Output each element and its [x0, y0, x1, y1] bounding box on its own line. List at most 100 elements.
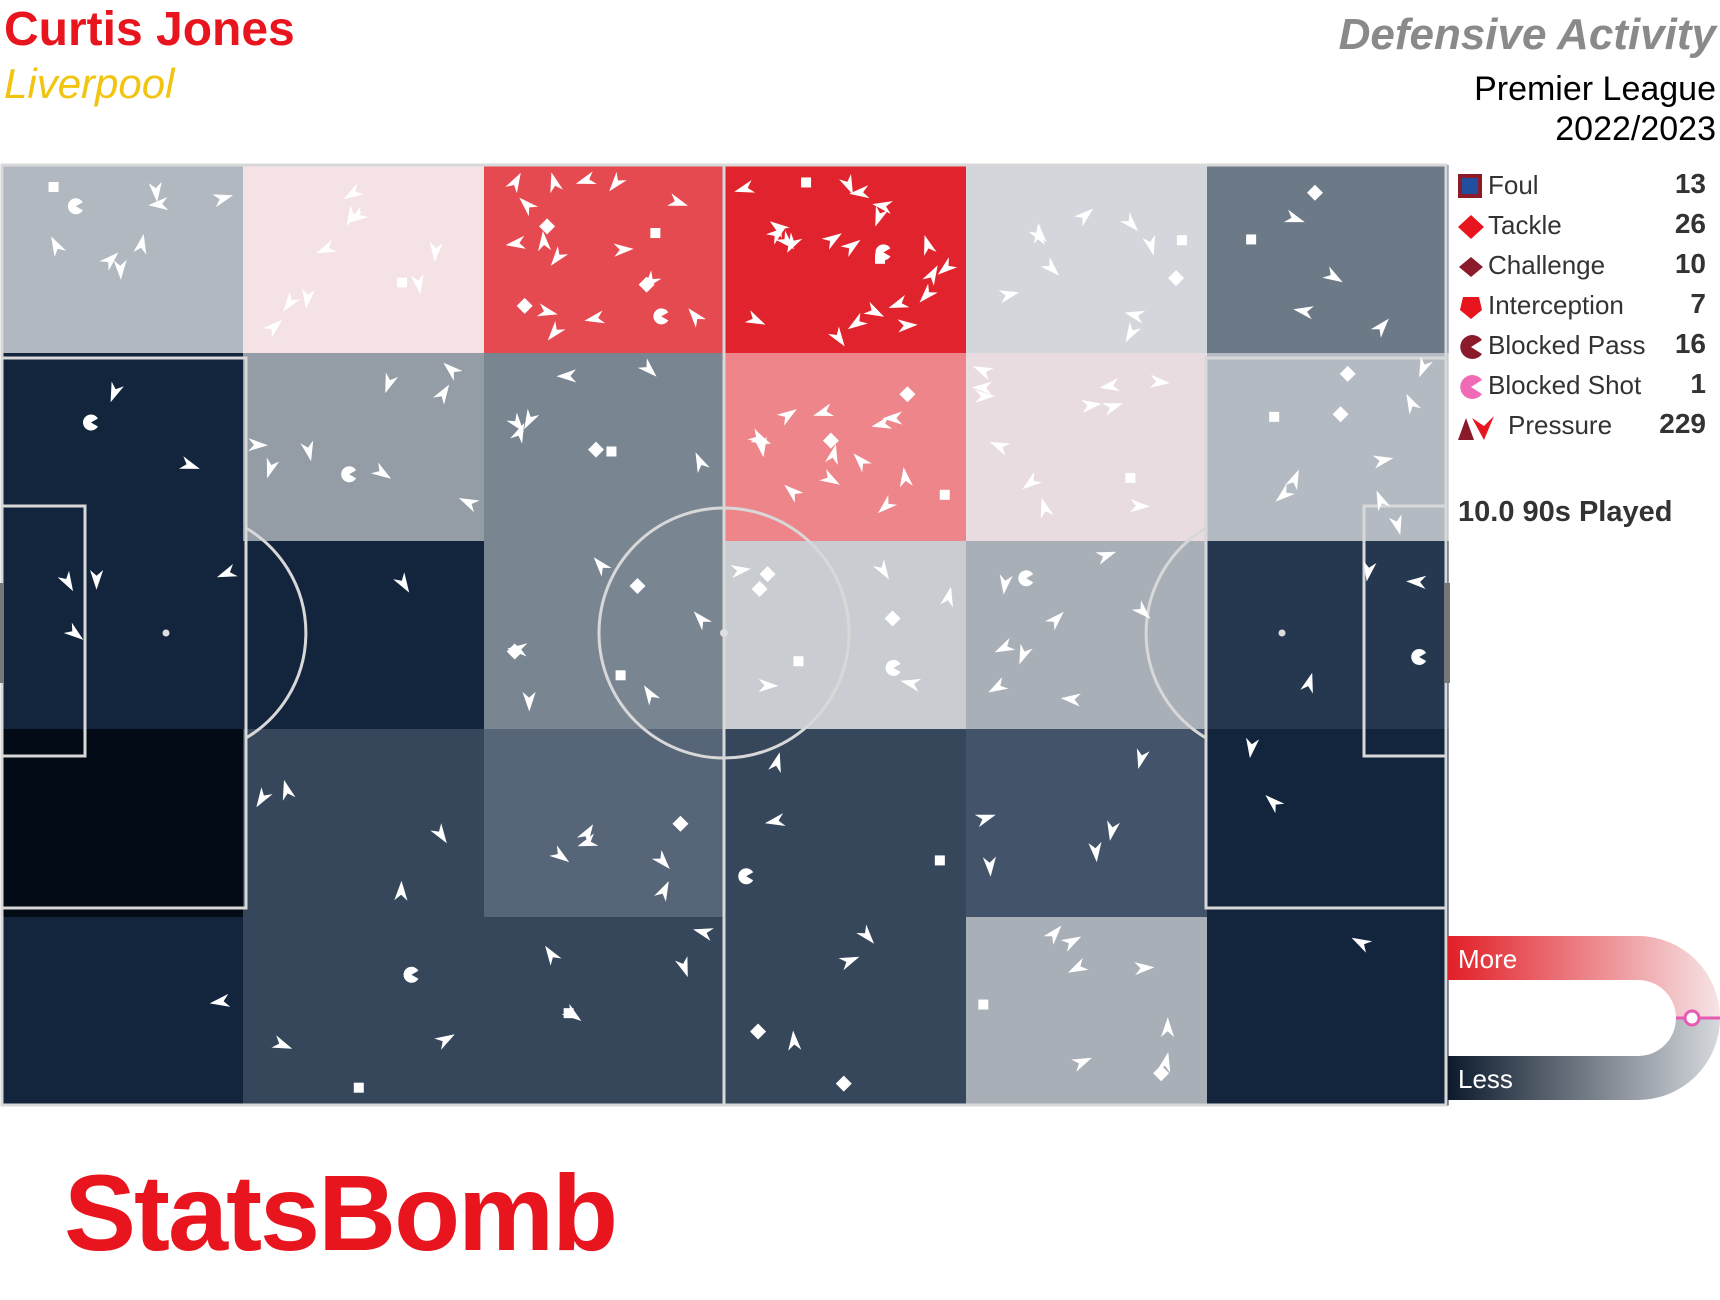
- legend-value: 13: [1674, 168, 1706, 199]
- blocked-pass-marker: [1018, 570, 1034, 587]
- pressure-marker: [1322, 266, 1343, 283]
- pressure-marker: [575, 171, 597, 184]
- pressure-marker: [51, 236, 67, 257]
- pressure-marker: [775, 230, 795, 250]
- team-name: Liverpool: [4, 60, 175, 107]
- pressure-marker: [940, 586, 953, 608]
- pressure-marker: [882, 411, 903, 425]
- pressure-marker: [506, 412, 524, 433]
- tackle-marker: [751, 580, 768, 597]
- pressure-marker: [922, 265, 938, 286]
- heatmap-cell: [966, 541, 1208, 730]
- pressure-marker: [1043, 925, 1062, 945]
- blocked-pass-pacman-icon: [1460, 335, 1482, 359]
- pressure-marker: [1406, 393, 1422, 415]
- pressure-marker: [768, 752, 781, 774]
- pressure-marker: [744, 310, 766, 325]
- pressure-marker: [999, 574, 1013, 595]
- tackle-marker: [835, 1075, 852, 1092]
- pressure-marker: [266, 457, 280, 479]
- pressure-marker: [300, 440, 314, 462]
- heatmap-cell: [966, 353, 1208, 542]
- pressure-marker: [410, 273, 424, 295]
- pressure-marker: [974, 814, 996, 828]
- foul-marker: [978, 999, 989, 1010]
- pitch-heatmap: [0, 163, 1450, 1107]
- pressure-marker: [1095, 551, 1117, 565]
- heatmap-cell: [2, 729, 244, 918]
- nineties-played: 10.0 90s Played: [1458, 496, 1673, 528]
- pressure-marker: [654, 881, 669, 902]
- legend-row-foul: Foul 13: [1456, 166, 1712, 206]
- legend-label: Blocked Shot: [1488, 370, 1642, 400]
- pressure-marker: [849, 185, 870, 199]
- pressure-marker: [549, 845, 570, 863]
- chart-title: Defensive Activity: [1338, 10, 1716, 59]
- pressure-marker: [434, 1034, 455, 1050]
- pressure-marker: [758, 678, 779, 693]
- pressure-marker: [766, 227, 786, 245]
- legend-row-challenge: Challenge 10: [1456, 246, 1712, 286]
- heatmap-cells: [2, 165, 1449, 1106]
- pressure-marker: [1136, 748, 1150, 769]
- pressure-marker: [394, 880, 408, 901]
- pressure-marker: [282, 779, 296, 801]
- pressure-marker: [787, 232, 803, 253]
- pressure-marker: [667, 193, 688, 206]
- tackle-diamond-icon: [1458, 215, 1484, 239]
- legend-value: 229: [1659, 408, 1706, 439]
- pressure-marker: [1283, 209, 1305, 223]
- pressure-marker: [1124, 310, 1146, 324]
- tackle-marker: [629, 578, 646, 595]
- blocked-shot-pacman-icon: [1460, 375, 1482, 399]
- tackle-marker: [587, 441, 604, 458]
- pressure-marker: [271, 1035, 293, 1049]
- legend-row-interception: Interception 7: [1456, 286, 1712, 326]
- pressure-marker: [584, 310, 606, 324]
- pressure-marker: [1060, 936, 1082, 952]
- foul-marker: [934, 855, 945, 866]
- foul-marker: [1269, 411, 1280, 422]
- pressure-marker: [148, 181, 162, 203]
- pressure-marker: [216, 564, 238, 578]
- scale-marker: [1683, 1009, 1701, 1027]
- tackle-marker: [672, 815, 689, 832]
- pressure-marker: [1149, 374, 1171, 388]
- pressure-marker: [593, 557, 612, 577]
- pressure-marker: [1293, 306, 1314, 320]
- pressure-marker: [924, 235, 937, 256]
- pressure-marker: [788, 1030, 802, 1051]
- heatmap-cell: [725, 729, 967, 918]
- pressure-marker: [212, 194, 234, 208]
- pressure-marker: [972, 366, 994, 381]
- foul-marker: [1246, 234, 1257, 245]
- tackle-marker: [1306, 184, 1323, 201]
- pressure-marker: [693, 611, 712, 631]
- pressure-marker: [256, 787, 273, 808]
- tackle-marker: [1153, 1065, 1170, 1082]
- pressure-marker: [675, 956, 688, 978]
- blocked-pass-marker: [653, 308, 669, 325]
- pressure-marker: [393, 572, 410, 593]
- pressure-marker: [730, 565, 751, 579]
- pressure-marker: [385, 372, 399, 394]
- tackle-marker: [1339, 365, 1356, 382]
- pressure-marker: [519, 197, 538, 217]
- tackle-marker: [750, 1023, 767, 1040]
- heatmap-cell: [2, 353, 244, 542]
- tackle-marker: [506, 643, 523, 660]
- legend-row-blocked-pass: Blocked Pass 16: [1456, 326, 1712, 366]
- left-goal: [0, 583, 4, 683]
- blocked-pass-marker: [885, 659, 901, 676]
- pressure-marker: [1081, 399, 1102, 413]
- foul-marker: [939, 489, 950, 500]
- pressure-marker: [1088, 841, 1102, 863]
- pressure-marker: [764, 813, 786, 826]
- pressure-marker: [838, 956, 860, 971]
- pressure-marker: [1265, 795, 1285, 814]
- pressure-marker: [1022, 472, 1043, 490]
- foul-marker: [1125, 472, 1136, 483]
- pressure-marker: [1067, 957, 1089, 973]
- event-markers: [48, 171, 1433, 1093]
- interception-pentagon-icon: [1460, 297, 1482, 319]
